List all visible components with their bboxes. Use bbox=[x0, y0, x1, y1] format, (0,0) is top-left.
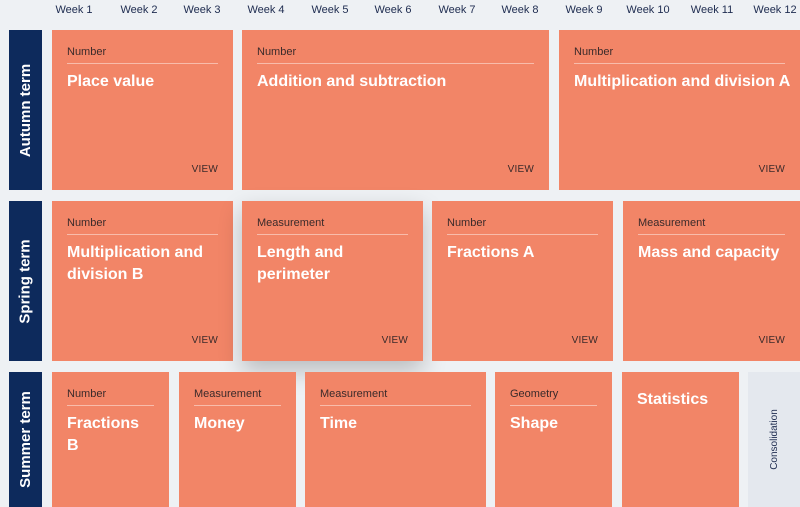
week-label: Week 2 bbox=[120, 4, 158, 16]
consolidation-label: Consolidation bbox=[768, 409, 780, 470]
unit-title: Multiplication and division A bbox=[574, 73, 791, 90]
unit-title-line: perimeter bbox=[257, 266, 330, 283]
week-label: Week 6 bbox=[374, 4, 412, 16]
week-label: Week 8 bbox=[501, 4, 539, 16]
unit-title: Time bbox=[320, 415, 358, 432]
view-link[interactable]: VIEW bbox=[758, 335, 785, 346]
week-label: Week 3 bbox=[183, 4, 221, 16]
week-label: Week 4 bbox=[247, 4, 285, 16]
term-label-summer: Summer term bbox=[9, 372, 42, 507]
unit-card-statistics[interactable]: Statistics bbox=[622, 372, 739, 507]
unit-title: Multiplication and division B bbox=[67, 242, 218, 286]
unit-card-length-perimeter[interactable]: Measurement Length and perimeter VIEW bbox=[242, 201, 423, 361]
term-label-text: Summer term bbox=[17, 391, 35, 488]
view-link[interactable]: VIEW bbox=[191, 335, 218, 346]
unit-card-time[interactable]: Measurement Time bbox=[305, 372, 486, 507]
week-label: Week 11 bbox=[690, 4, 734, 16]
consolidation-block: Consolidation bbox=[748, 372, 800, 507]
unit-card-money[interactable]: Measurement Money bbox=[179, 372, 296, 507]
view-link[interactable]: VIEW bbox=[381, 335, 408, 346]
view-link[interactable]: VIEW bbox=[571, 335, 598, 346]
week-label: Week 9 bbox=[565, 4, 603, 16]
unit-category: Number bbox=[67, 30, 218, 64]
unit-title-line: Multiplication and bbox=[67, 244, 203, 261]
unit-title-line: division B bbox=[67, 266, 144, 283]
term-label-autumn: Autumn term bbox=[9, 30, 42, 190]
unit-title: Place value bbox=[67, 73, 155, 90]
term-label-spring: Spring term bbox=[9, 201, 42, 361]
unit-card-multiplication-division-a[interactable]: Number Multiplication and division A VIE… bbox=[559, 30, 800, 190]
unit-category: Number bbox=[257, 30, 534, 64]
week-label: Week 12 bbox=[753, 4, 797, 16]
unit-title: Money bbox=[194, 415, 245, 432]
week-label: Week 7 bbox=[438, 4, 476, 16]
unit-category: Number bbox=[67, 372, 154, 406]
unit-title: Fractions B bbox=[67, 415, 140, 454]
unit-card-addition-subtraction[interactable]: Number Addition and subtraction VIEW bbox=[242, 30, 549, 190]
term-label-text: Spring term bbox=[17, 238, 34, 324]
unit-category: Number bbox=[447, 201, 598, 235]
unit-card-multiplication-division-b[interactable]: Number Multiplication and division B VIE… bbox=[52, 201, 233, 361]
unit-category: Number bbox=[67, 201, 218, 235]
unit-title: Addition and subtraction bbox=[257, 73, 447, 90]
unit-category: Measurement bbox=[194, 372, 281, 406]
unit-title: Mass and capacity bbox=[638, 244, 780, 261]
unit-category: Geometry bbox=[510, 372, 597, 406]
unit-card-fractions-b[interactable]: Number Fractions B bbox=[52, 372, 169, 507]
unit-category: Measurement bbox=[257, 201, 408, 235]
view-link[interactable]: VIEW bbox=[758, 164, 785, 175]
unit-card-fractions-a[interactable]: Number Fractions A VIEW bbox=[432, 201, 613, 361]
unit-title-line: Length and bbox=[257, 244, 344, 261]
unit-category: Measurement bbox=[320, 372, 471, 406]
unit-category: Number bbox=[574, 30, 785, 64]
term-label-text: Autumn term bbox=[17, 63, 34, 157]
unit-title: Length and perimeter bbox=[257, 242, 408, 286]
unit-title: Statistics bbox=[637, 391, 709, 408]
unit-category: Measurement bbox=[638, 201, 785, 235]
unit-card-shape[interactable]: Geometry Shape bbox=[495, 372, 612, 507]
unit-card-mass-capacity[interactable]: Measurement Mass and capacity VIEW bbox=[623, 201, 800, 361]
week-header: Week 1 Week 2 Week 3 Week 4 Week 5 Week … bbox=[0, 0, 800, 22]
view-link[interactable]: VIEW bbox=[191, 164, 218, 175]
week-label: Week 10 bbox=[626, 4, 670, 16]
view-link[interactable]: VIEW bbox=[507, 164, 534, 175]
unit-card-place-value[interactable]: Number Place value VIEW bbox=[52, 30, 233, 190]
week-label: Week 5 bbox=[311, 4, 349, 16]
week-label: Week 1 bbox=[55, 4, 93, 16]
unit-title: Fractions A bbox=[447, 244, 535, 261]
unit-title: Shape bbox=[510, 415, 559, 432]
